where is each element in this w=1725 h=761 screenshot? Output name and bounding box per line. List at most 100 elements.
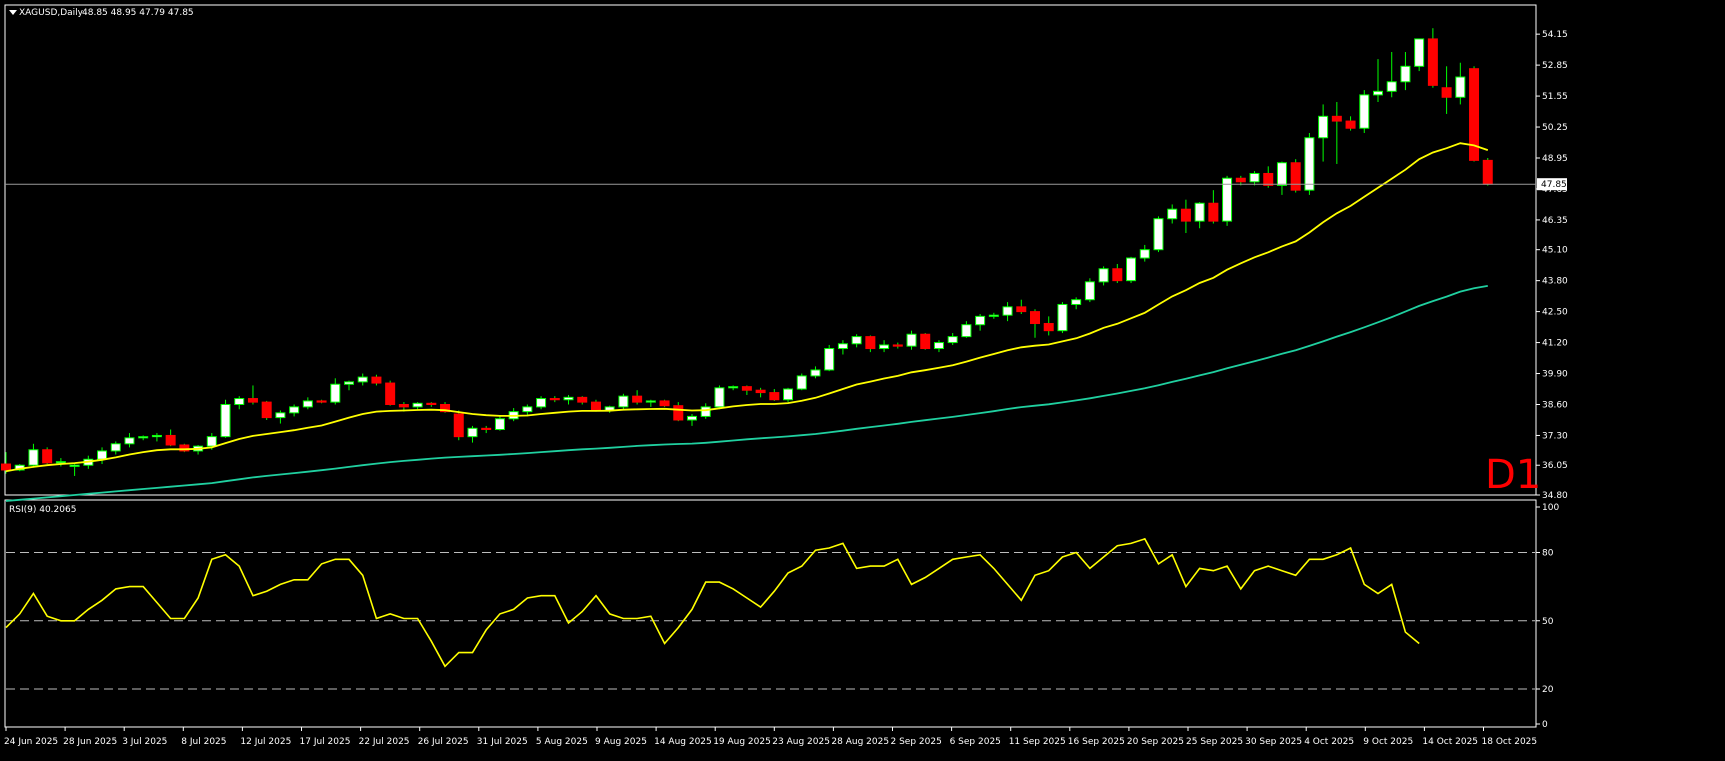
price-tick-label: 46.35 [1542, 216, 1568, 226]
bull-candle [810, 369, 821, 377]
bull-candle [467, 427, 478, 438]
time-tick-label: 9 Aug 2025 [595, 737, 647, 747]
price-tick-label: 39.90 [1542, 370, 1568, 380]
bear-candle [385, 382, 396, 405]
bear-candle [659, 400, 670, 407]
moving-averages-layer [5, 142, 1489, 502]
price-tick-label: 38.60 [1542, 400, 1568, 410]
bull-candle [28, 449, 39, 466]
time-tick-label: 2 Sep 2025 [891, 737, 942, 747]
bull-candle [220, 403, 231, 438]
slow-moving-average-line [5, 285, 1488, 502]
bear-candle [42, 449, 53, 464]
bull-candle [1153, 218, 1164, 251]
time-tick-label: 9 Oct 2025 [1363, 737, 1413, 747]
current-price-badge [1537, 178, 1567, 191]
bull-candle [1304, 137, 1315, 191]
bear-candle [865, 336, 876, 350]
ohlc-values: 48.85 48.95 47.79 47.85 [82, 8, 194, 18]
bull-candle [110, 443, 121, 452]
bear-candle [1016, 306, 1027, 313]
bull-candle [1318, 115, 1329, 139]
current-price-label: 47.85 [1541, 180, 1567, 190]
bull-candle [687, 415, 697, 421]
bull-candle [1414, 38, 1425, 67]
bull-candle [1167, 208, 1178, 220]
bear-candle [426, 402, 437, 405]
bear-candle [1208, 202, 1219, 222]
bull-candle [97, 450, 108, 460]
bull-candle [933, 342, 944, 350]
bull-candle [330, 383, 341, 403]
bear-candle [1235, 177, 1246, 183]
price-tick-label: 54.15 [1542, 30, 1568, 40]
bull-candle [645, 400, 656, 403]
bear-candle [755, 389, 766, 394]
rsi-layer [5, 537, 1420, 668]
bull-candle [906, 333, 917, 347]
bear-candle [261, 401, 272, 419]
bull-candle [1222, 177, 1233, 222]
bull-candle [988, 314, 999, 317]
price-tick-label: 42.50 [1542, 308, 1568, 318]
rsi-line [5, 537, 1420, 668]
time-tick-label: 8 Jul 2025 [181, 737, 226, 747]
bear-candle [1482, 159, 1493, 185]
bull-candle [837, 343, 848, 350]
bull-candle [714, 387, 725, 408]
time-tick-label: 6 Sep 2025 [950, 737, 1001, 747]
time-tick-label: 11 Sep 2025 [1009, 737, 1066, 747]
bull-candle [234, 398, 245, 405]
bear-candle [549, 398, 560, 401]
rsi-tick-label: 100 [1542, 503, 1559, 513]
bear-candle [1290, 162, 1301, 191]
time-axis: 24 Jun 2025 28 Jun 2025 3 Jul 2025 8 Jul 20… [4, 727, 1537, 747]
time-tick-label: 26 Jul 2025 [418, 737, 469, 747]
bull-candle [357, 376, 368, 383]
rsi-tick-label: 80 [1542, 549, 1554, 559]
rsi-label: RSI(9) 40.2065 [9, 505, 76, 515]
symbol-dropdown-icon[interactable] [9, 10, 17, 15]
time-tick-label: 24 Jun 2025 [4, 737, 58, 747]
time-tick-label: 31 Jul 2025 [477, 737, 528, 747]
bull-candle [975, 315, 986, 326]
bear-candle [371, 376, 382, 384]
bull-candle [1084, 281, 1095, 301]
bear-candle [440, 403, 451, 413]
price-tick-label: 41.20 [1542, 339, 1568, 349]
bear-candle [1331, 115, 1342, 122]
bull-candle [1071, 299, 1082, 305]
bear-candle [165, 434, 176, 446]
bull-candle [961, 324, 972, 338]
time-tick-label: 22 Jul 2025 [359, 737, 410, 747]
bear-candle [1180, 208, 1191, 222]
bear-candle [481, 427, 492, 431]
bull-candle [1126, 257, 1137, 282]
time-tick-label: 19 Aug 2025 [713, 737, 771, 747]
bull-candle [1400, 65, 1411, 83]
bull-candle [1276, 162, 1287, 186]
bear-candle [1, 463, 11, 471]
price-tick-label: 45.10 [1542, 246, 1568, 256]
bear-candle [179, 444, 190, 452]
time-tick-label: 30 Sep 2025 [1245, 737, 1302, 747]
bull-candle [851, 336, 862, 345]
bull-candle [700, 406, 711, 417]
bull-candle [124, 437, 135, 445]
time-tick-label: 14 Oct 2025 [1422, 737, 1478, 747]
bull-candle [289, 406, 300, 414]
time-tick-label: 12 Jul 2025 [240, 737, 291, 747]
bear-candle [892, 344, 903, 347]
time-tick-label: 28 Jun 2025 [63, 737, 117, 747]
bear-candle [316, 400, 327, 403]
bear-candle [632, 395, 643, 403]
bear-candle [1112, 268, 1123, 282]
fast-moving-average-line [5, 142, 1489, 473]
bull-candle [1373, 90, 1383, 96]
bear-candle [590, 401, 601, 411]
bear-candle [741, 386, 752, 391]
bear-candle [453, 413, 464, 438]
bull-candle [536, 398, 547, 408]
